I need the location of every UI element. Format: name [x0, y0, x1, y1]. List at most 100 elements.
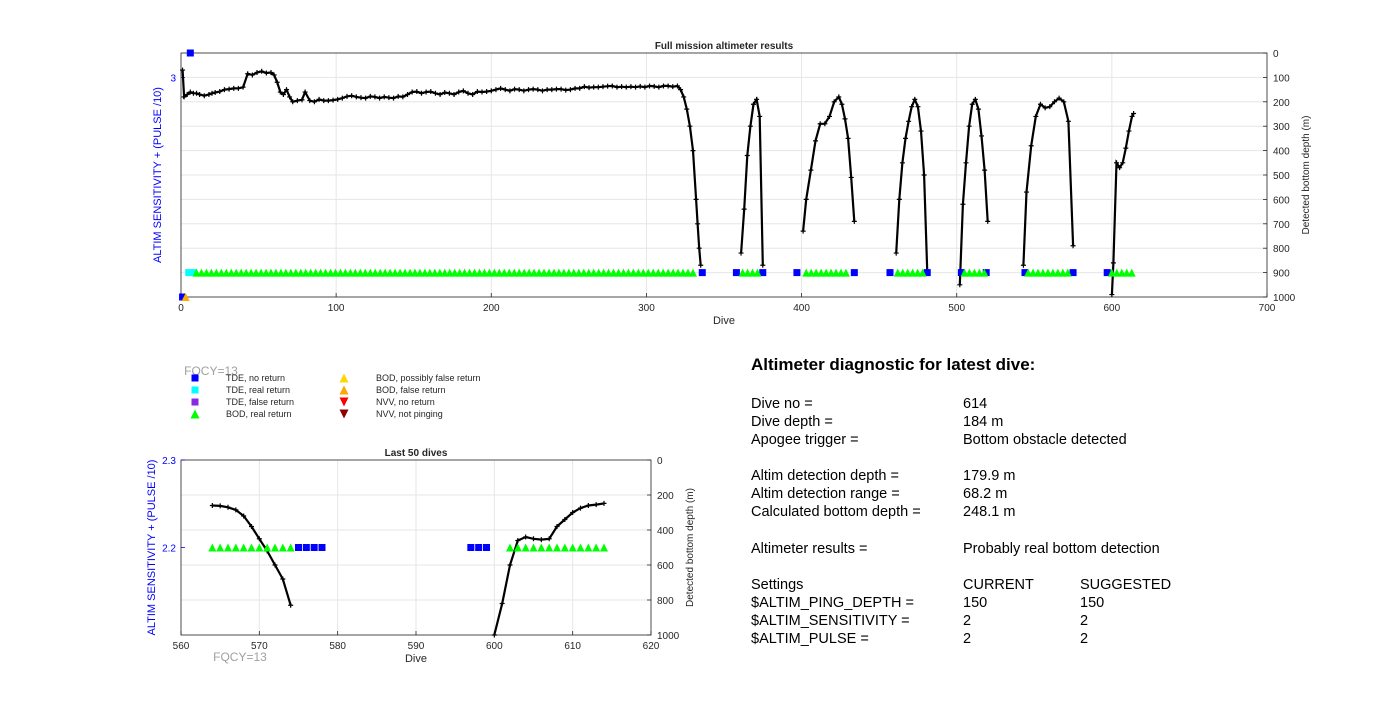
depth-point — [687, 123, 693, 129]
last-50-dives-chart: 560 570 580 590 600 610 620 2.2 2.3 0 200 400 600 800… — [146, 448, 696, 665]
depth-point — [274, 79, 280, 85]
x-tick-label: 700 — [1259, 303, 1276, 314]
depth-point — [577, 85, 583, 91]
depth-point — [245, 71, 251, 77]
depth-point — [491, 632, 497, 638]
depth-point — [813, 138, 819, 144]
depth-point — [288, 602, 294, 608]
y-right-axis-label: Detected bottom depth (m) — [685, 488, 696, 607]
marker-tde-no-return — [850, 269, 858, 277]
depth-point — [418, 90, 424, 96]
depth-point — [623, 84, 629, 90]
marker-bod-real-return — [918, 268, 927, 277]
depth-point — [256, 536, 262, 542]
depth-point — [963, 160, 969, 166]
depth-point — [339, 95, 345, 101]
marker-bod-real-return — [553, 543, 561, 552]
y-right-tick-label: 900 — [1273, 269, 1290, 280]
depth-point — [1123, 145, 1129, 151]
altim-detection-depth-value: 179.9 m — [963, 468, 1016, 484]
depth-point — [896, 196, 902, 202]
depth-point — [451, 91, 457, 97]
dive-depth-label: Dive depth = — [751, 414, 833, 430]
depth-point — [698, 262, 704, 268]
depth-point — [1070, 243, 1076, 249]
depth-point — [839, 101, 845, 107]
x-tick-label: 0 — [178, 303, 184, 314]
depth-point — [595, 84, 601, 90]
marker-tde-no-return — [957, 269, 965, 277]
depth-point — [647, 83, 653, 89]
depth-point — [330, 97, 336, 103]
depth-point — [744, 152, 750, 158]
y-right-tick-label: 100 — [1273, 73, 1290, 84]
depth-point — [918, 128, 924, 134]
marker-bod-real-return — [521, 543, 530, 552]
altimeter-results-label: Altimeter results = — [751, 541, 868, 557]
depth-point — [512, 86, 518, 92]
depth-point — [460, 88, 466, 94]
x-tick-label: 590 — [408, 641, 425, 652]
depth-point — [803, 196, 809, 202]
depth-series-line — [1110, 112, 1135, 295]
depth-point — [391, 95, 397, 101]
depth-point — [593, 502, 599, 508]
x-tick-label: 610 — [564, 641, 581, 652]
depth-point — [507, 562, 513, 568]
depth-point — [268, 70, 274, 76]
marker-bod-real-return — [239, 543, 248, 552]
depth-point — [581, 84, 587, 90]
marker-bod-real-return — [216, 543, 225, 552]
depth-point — [187, 89, 193, 95]
y-right-tick-label: 0 — [657, 456, 663, 467]
depth-point — [535, 87, 541, 93]
legend-nvv-not-pinging-swatch — [339, 409, 349, 419]
depth-point — [966, 123, 972, 129]
depth-point — [972, 96, 978, 102]
depth-point — [1056, 95, 1062, 101]
depth-point — [523, 534, 529, 540]
dive-depth-value: 184 m — [963, 414, 1004, 430]
depth-point — [221, 87, 227, 93]
depth-point — [899, 160, 905, 166]
y-right-tick-label: 0 — [1273, 49, 1279, 60]
marker-tde-no-return — [1069, 269, 1077, 277]
depth-point — [498, 85, 504, 91]
depth-point — [605, 83, 611, 89]
x-tick-label: 500 — [948, 303, 965, 314]
depth-point — [241, 513, 247, 519]
apogee-trigger-value: Bottom obstacle detected — [963, 432, 1127, 448]
y-left-axis-label: ALTIM SENSITIVITY + (PULSE /10) — [146, 460, 158, 636]
depth-point — [290, 99, 296, 105]
depth-series-line — [212, 504, 292, 606]
depth-point — [1126, 128, 1132, 134]
y-right-tick-label: 200 — [1273, 98, 1290, 109]
depth-series-line — [958, 96, 989, 285]
depth-point — [985, 218, 991, 224]
depth-point — [249, 524, 254, 529]
x-tick-label: 560 — [173, 641, 190, 652]
legend-bod-possibly-false-return-label: BOD, possibly false return — [376, 373, 481, 383]
depth-point — [432, 90, 438, 96]
depth-point — [395, 93, 401, 99]
y-right-tick-label: 500 — [1273, 171, 1290, 182]
altim-detection-range-value: 68.2 m — [963, 486, 1008, 502]
depth-point — [294, 98, 300, 104]
depth-point — [184, 91, 190, 97]
depth-point — [558, 86, 564, 92]
depth-point — [549, 87, 555, 93]
depth-point — [1028, 143, 1034, 149]
marker-tde-no-return — [732, 269, 740, 277]
marker-bod-real-return — [1127, 268, 1136, 277]
depth-point — [851, 218, 857, 224]
depth-point — [822, 121, 828, 127]
depth-point — [554, 524, 560, 529]
marker-tde-no-return — [698, 269, 706, 277]
altimeter-diagnostic-panel: Altimeter diagnostic for latest dive: Di… — [751, 355, 1171, 647]
depth-point — [1129, 113, 1135, 119]
full-mission-chart: 0 100 200 300 400 500 600 700 3 0 100 200 300 400 500 6… — [152, 41, 1312, 327]
marker-bod-real-return — [584, 543, 593, 552]
depth-point — [1110, 260, 1116, 266]
depth-point — [754, 96, 760, 102]
